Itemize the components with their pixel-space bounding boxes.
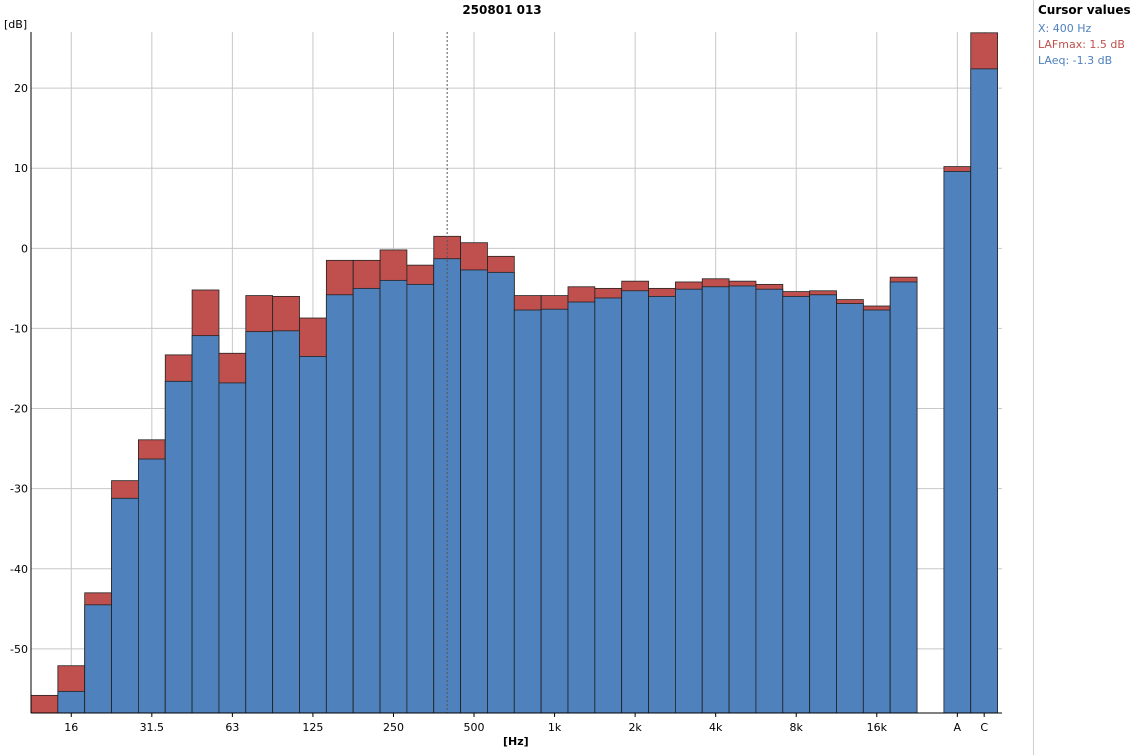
laeq-bar — [513, 309, 542, 714]
laeq-bar — [755, 288, 784, 714]
chart-title: 250801 013 — [462, 3, 542, 17]
y-tick-label: 0 — [21, 242, 28, 255]
cursor-lafmax-value: LAFmax: 1.5 dB — [1038, 38, 1125, 51]
laeq-bar — [621, 290, 649, 714]
x-tick-label: 500 — [464, 721, 485, 734]
laeq-bar — [245, 331, 274, 714]
cursor-laeq-value: LAeq: -1.3 dB — [1038, 54, 1113, 67]
x-tick-label: 1k — [548, 721, 562, 734]
x-tick-label: 250 — [383, 721, 404, 734]
x-tick-label: 63 — [225, 721, 239, 734]
x-tick-label: A — [954, 721, 962, 734]
laeq-bar — [352, 287, 381, 714]
laeq-bar — [487, 271, 515, 714]
laeq-bar — [701, 286, 730, 714]
cursor-values-title: Cursor values — [1038, 3, 1131, 17]
laeq-bar — [567, 301, 596, 714]
x-tick-label: 8k — [790, 721, 804, 734]
x-tick-label: C — [980, 721, 988, 734]
laeq-bar — [460, 269, 488, 714]
y-tick-label: -40 — [10, 563, 28, 576]
cursor-values-panel: Cursor values X: 400 Hz LAFmax: 1.5 dB L… — [1033, 0, 1134, 755]
x-tick-label: 2k — [628, 721, 642, 734]
x-tick-label: 16k — [867, 721, 888, 734]
lafmax-bar — [30, 694, 59, 714]
y-tick-label: -50 — [10, 643, 28, 656]
laeq-bar — [191, 335, 220, 714]
laeq-bar — [325, 294, 354, 714]
laeq-bar — [728, 285, 757, 714]
laeq-bar — [540, 308, 569, 714]
laeq-bar — [84, 604, 112, 714]
laeq-bar — [889, 281, 918, 714]
laeq-bar — [809, 294, 837, 714]
cursor-x-value: X: 400 Hz — [1038, 22, 1092, 35]
laeq-bar — [943, 171, 972, 714]
x-tick-label: 16 — [64, 721, 78, 734]
laeq-bar — [299, 356, 327, 714]
laeq-bar — [675, 288, 703, 714]
laeq-bar — [57, 690, 86, 714]
x-tick-label: 125 — [302, 721, 323, 734]
laeq-bar — [970, 68, 999, 714]
laeq-bar — [111, 497, 139, 714]
y-tick-label: 20 — [14, 82, 28, 95]
laeq-bar — [648, 295, 676, 714]
y-tick-label: -30 — [10, 483, 28, 496]
laeq-bar — [406, 283, 435, 714]
x-tick-label: 4k — [709, 721, 723, 734]
laeq-bar — [836, 303, 864, 714]
y-axis-unit: [dB] — [4, 18, 28, 31]
laeq-bar — [862, 309, 891, 714]
laeq-bar — [164, 380, 193, 714]
laeq-bar — [379, 279, 408, 714]
laeq-bar — [594, 297, 623, 714]
laeq-bar — [218, 382, 247, 714]
laeq-bar — [272, 330, 300, 714]
x-tick-label: 31.5 — [140, 721, 165, 734]
laeq-bar — [137, 458, 166, 714]
spectrum-chart: -50 -40 -30 -20 -10 0 10 20 16 31.5 63 125 250 500 1k 2… — [10, 32, 1002, 734]
laeq-bar — [782, 295, 811, 714]
y-tick-label: -20 — [10, 403, 28, 416]
y-tick-label: 10 — [14, 162, 28, 175]
y-tick-label: -10 — [10, 322, 28, 335]
x-axis-unit: [Hz] — [503, 735, 529, 748]
